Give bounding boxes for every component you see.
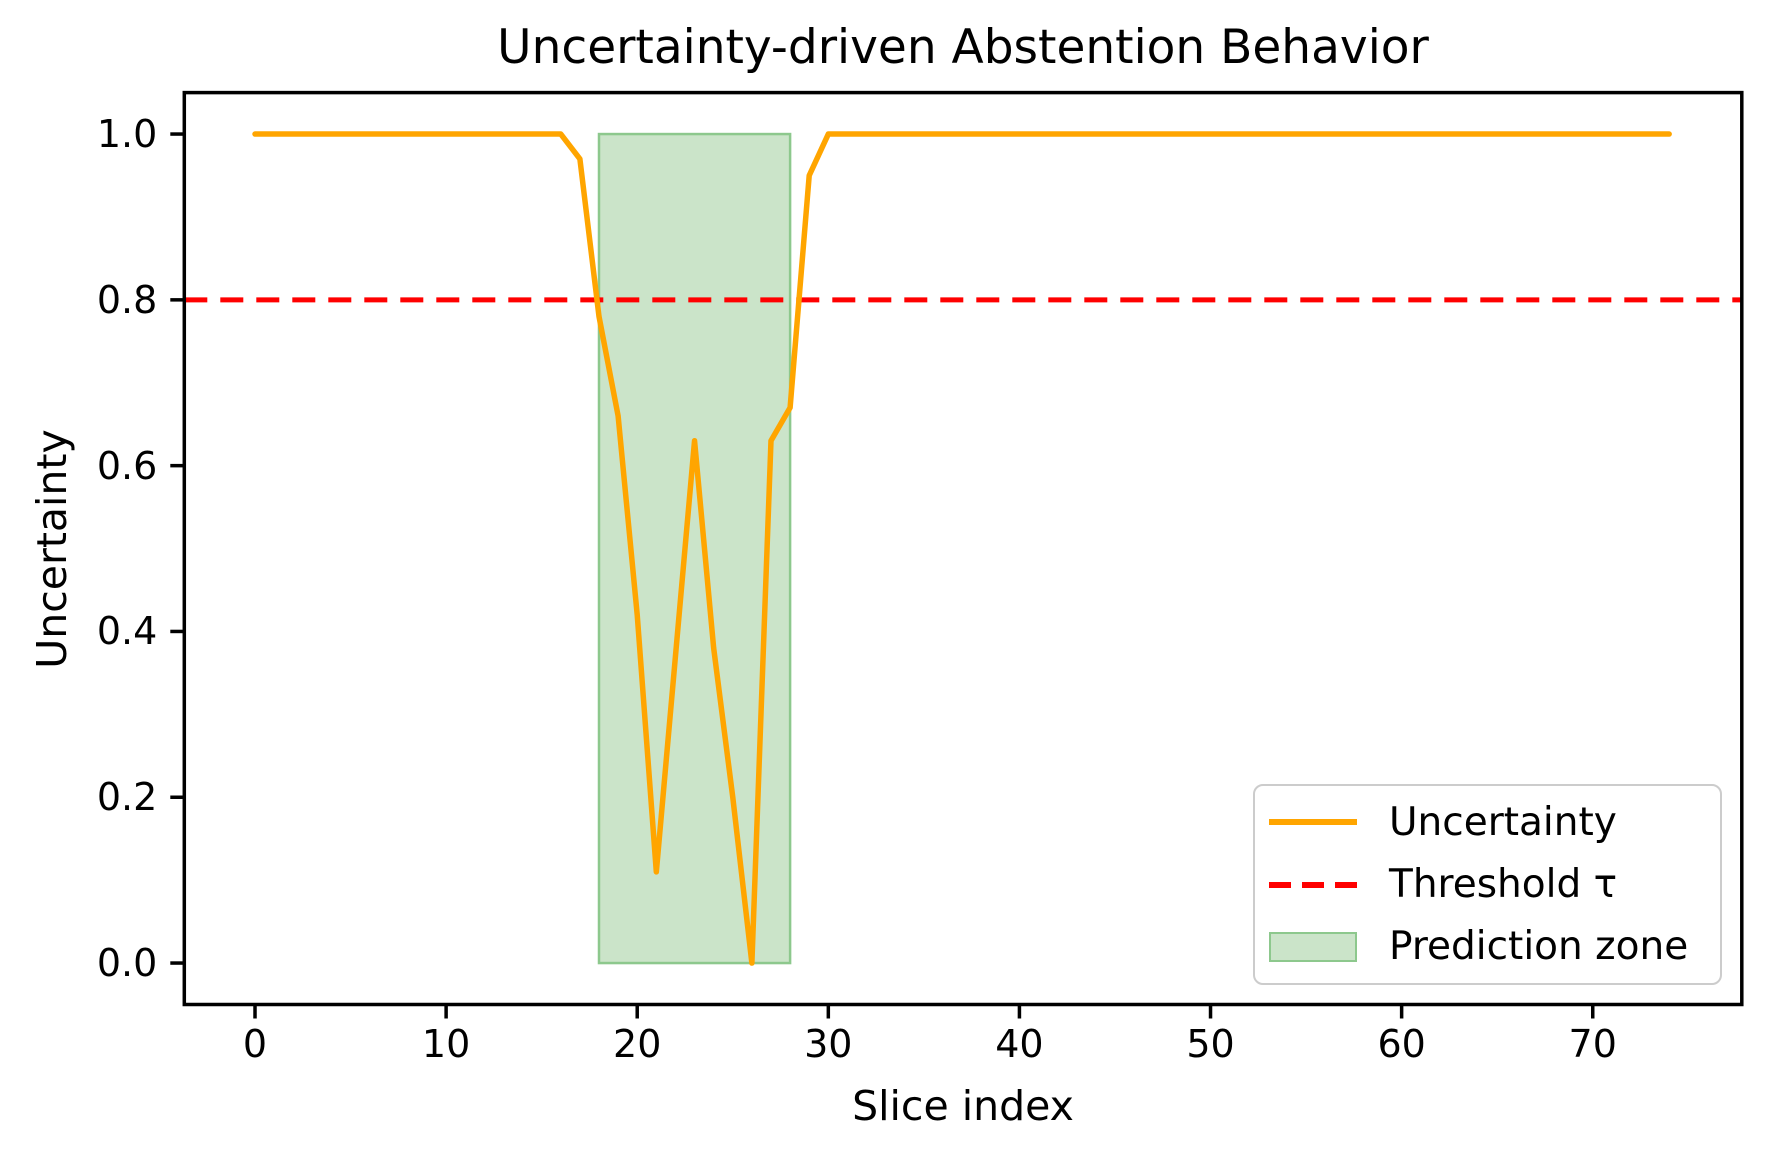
- x-tick-label: 10: [421, 1022, 471, 1066]
- y-tick-label: 0.2: [96, 775, 158, 820]
- chart-title: Uncertainty-driven Abstention Behavior: [497, 20, 1429, 75]
- legend-item-uncertainty: Uncertainty: [1269, 792, 1710, 852]
- x-tick-label: 30: [804, 1022, 853, 1066]
- x-tick-label: 0: [242, 1022, 268, 1066]
- legend-label: Prediction zone: [1389, 924, 1689, 970]
- y-tick-label: 0.4: [96, 609, 158, 654]
- x-axis-label: Slice index: [852, 1082, 1074, 1130]
- y-tick-label: 0.6: [96, 443, 158, 488]
- y-tick-label: 1.0: [96, 112, 158, 157]
- legend-item-threshold: Threshold τ: [1269, 855, 1710, 915]
- x-tick-label: 70: [1568, 1022, 1617, 1066]
- y-tick-label: 0.0: [96, 941, 158, 986]
- x-tick-label: 50: [1186, 1022, 1235, 1066]
- legend-dashed-swatch: [1269, 881, 1357, 888]
- legend: Uncertainty Threshold τ Prediction zone: [1253, 784, 1722, 985]
- legend-line-swatch: [1269, 819, 1357, 826]
- x-tick-label: 40: [995, 1022, 1044, 1066]
- prediction-zone-rect: [597, 132, 792, 965]
- uncertainty-line: [252, 131, 1672, 966]
- axes-frame: [182, 90, 1744, 1007]
- x-tick-label: 20: [613, 1022, 662, 1066]
- legend-label: Threshold τ: [1389, 862, 1618, 907]
- legend-patch-swatch: [1269, 931, 1357, 962]
- x-tick-label: 60: [1377, 1022, 1426, 1066]
- legend-item-prediction-zone: Prediction zone: [1269, 917, 1710, 977]
- y-tick-label: 0.8: [96, 277, 158, 322]
- legend-label: Uncertainty: [1389, 799, 1617, 845]
